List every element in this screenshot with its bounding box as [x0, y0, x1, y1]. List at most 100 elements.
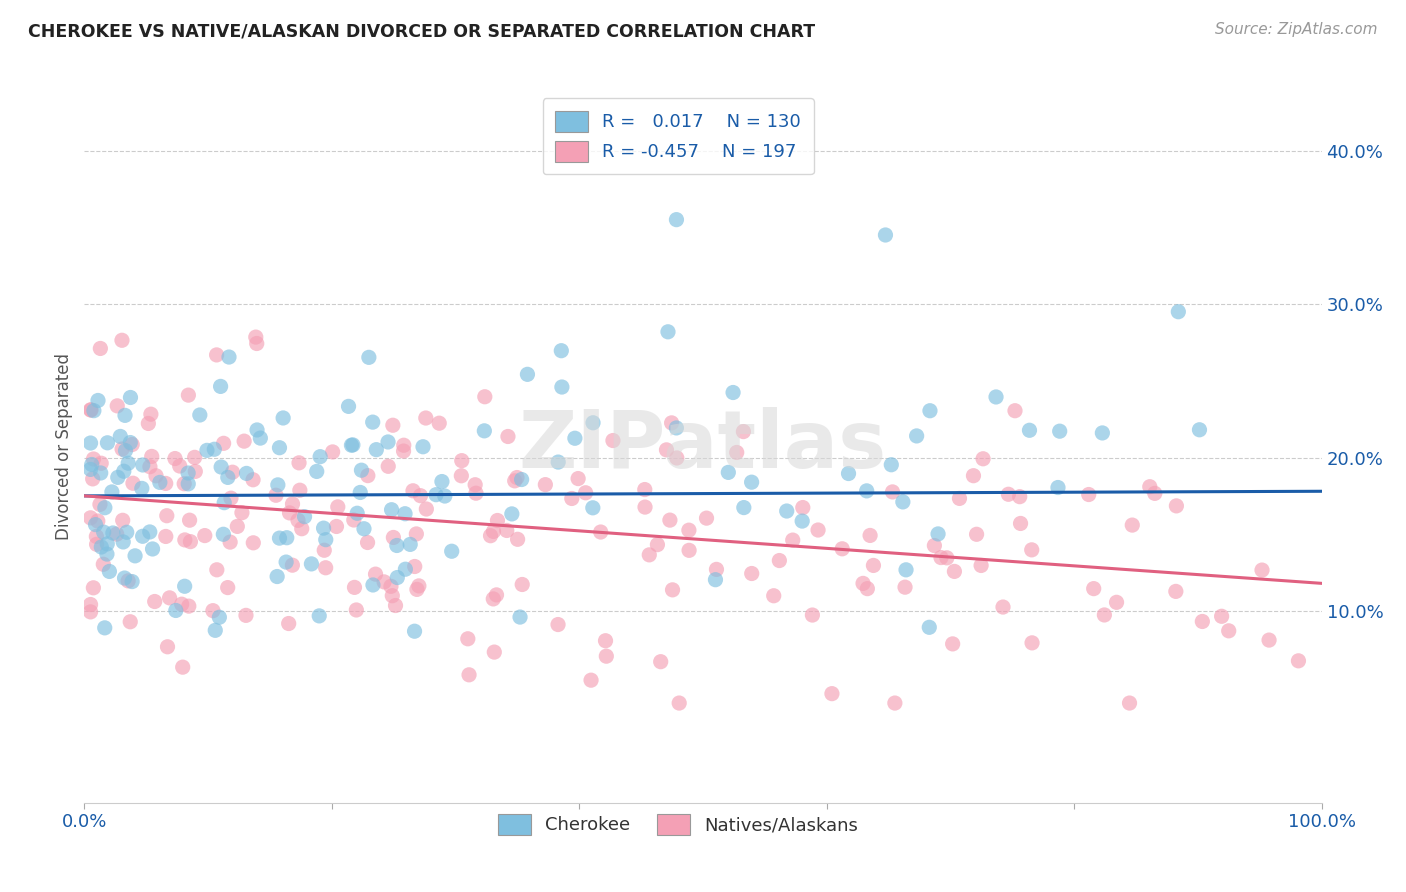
Point — [966, 527, 988, 541]
Point — [98, 565, 121, 579]
Point — [139, 524, 162, 539]
Point — [406, 582, 429, 597]
Point — [1251, 563, 1274, 577]
Point — [450, 468, 472, 483]
Point — [891, 495, 914, 509]
Point — [315, 561, 337, 575]
Point — [427, 416, 450, 430]
Point — [510, 473, 533, 487]
Point — [661, 416, 683, 430]
Point — [172, 660, 194, 674]
Point — [1046, 481, 1069, 495]
Point — [385, 539, 408, 553]
Point — [221, 465, 243, 479]
Point — [281, 558, 304, 573]
Point — [880, 458, 903, 472]
Point — [343, 581, 366, 595]
Point — [503, 474, 526, 488]
Point — [322, 445, 344, 459]
Point — [1191, 615, 1213, 629]
Point — [111, 442, 134, 456]
Point — [392, 438, 415, 452]
Point — [970, 558, 993, 573]
Point — [173, 533, 195, 547]
Point — [482, 524, 505, 539]
Point — [94, 500, 117, 515]
Point — [361, 415, 384, 429]
Point — [305, 465, 328, 479]
Point — [381, 589, 404, 603]
Point — [84, 517, 107, 532]
Point — [997, 487, 1019, 501]
Point — [308, 608, 330, 623]
Point — [312, 521, 335, 535]
Point — [233, 434, 256, 449]
Point — [79, 402, 101, 417]
Point — [82, 581, 104, 595]
Point — [852, 576, 875, 591]
Point — [326, 500, 349, 514]
Point — [269, 441, 291, 455]
Point — [582, 416, 605, 430]
Point — [344, 603, 367, 617]
Point — [665, 212, 688, 227]
Point — [935, 550, 957, 565]
Point — [315, 533, 337, 547]
Point — [1091, 425, 1114, 440]
Point — [267, 478, 290, 492]
Point — [141, 450, 163, 464]
Point — [927, 527, 949, 541]
Point — [1167, 304, 1189, 318]
Point — [177, 599, 200, 614]
Point — [83, 403, 105, 417]
Point — [111, 333, 134, 347]
Point — [90, 466, 112, 480]
Point — [325, 519, 347, 533]
Point — [650, 655, 672, 669]
Point — [107, 470, 129, 484]
Point — [948, 491, 970, 506]
Point — [117, 574, 139, 588]
Point — [564, 431, 586, 445]
Point — [1021, 636, 1043, 650]
Point — [149, 475, 172, 490]
Point — [271, 411, 294, 425]
Point — [120, 391, 142, 405]
Point — [87, 393, 110, 408]
Point — [433, 489, 456, 503]
Point — [349, 485, 371, 500]
Point — [96, 547, 118, 561]
Point — [602, 434, 624, 448]
Point — [177, 476, 200, 491]
Point — [114, 409, 136, 423]
Point — [465, 486, 488, 500]
Point — [782, 533, 804, 547]
Point — [404, 624, 426, 639]
Point — [177, 388, 200, 402]
Point — [212, 527, 235, 541]
Point — [205, 348, 228, 362]
Point — [550, 343, 572, 358]
Point — [634, 500, 657, 514]
Point — [1021, 542, 1043, 557]
Point — [87, 514, 110, 528]
Point — [209, 460, 232, 475]
Point — [485, 588, 508, 602]
Point — [534, 477, 557, 491]
Point — [165, 603, 187, 617]
Point — [337, 400, 360, 414]
Point — [101, 484, 124, 499]
Y-axis label: Divorced or Separated: Divorced or Separated — [55, 352, 73, 540]
Point — [595, 649, 617, 664]
Point — [972, 451, 994, 466]
Point — [1049, 424, 1071, 438]
Point — [918, 620, 941, 634]
Point — [387, 570, 409, 584]
Point — [101, 526, 124, 541]
Point — [1083, 582, 1105, 596]
Point — [665, 450, 688, 465]
Point — [1258, 633, 1281, 648]
Point — [856, 582, 879, 596]
Point — [509, 610, 531, 624]
Point — [472, 424, 495, 438]
